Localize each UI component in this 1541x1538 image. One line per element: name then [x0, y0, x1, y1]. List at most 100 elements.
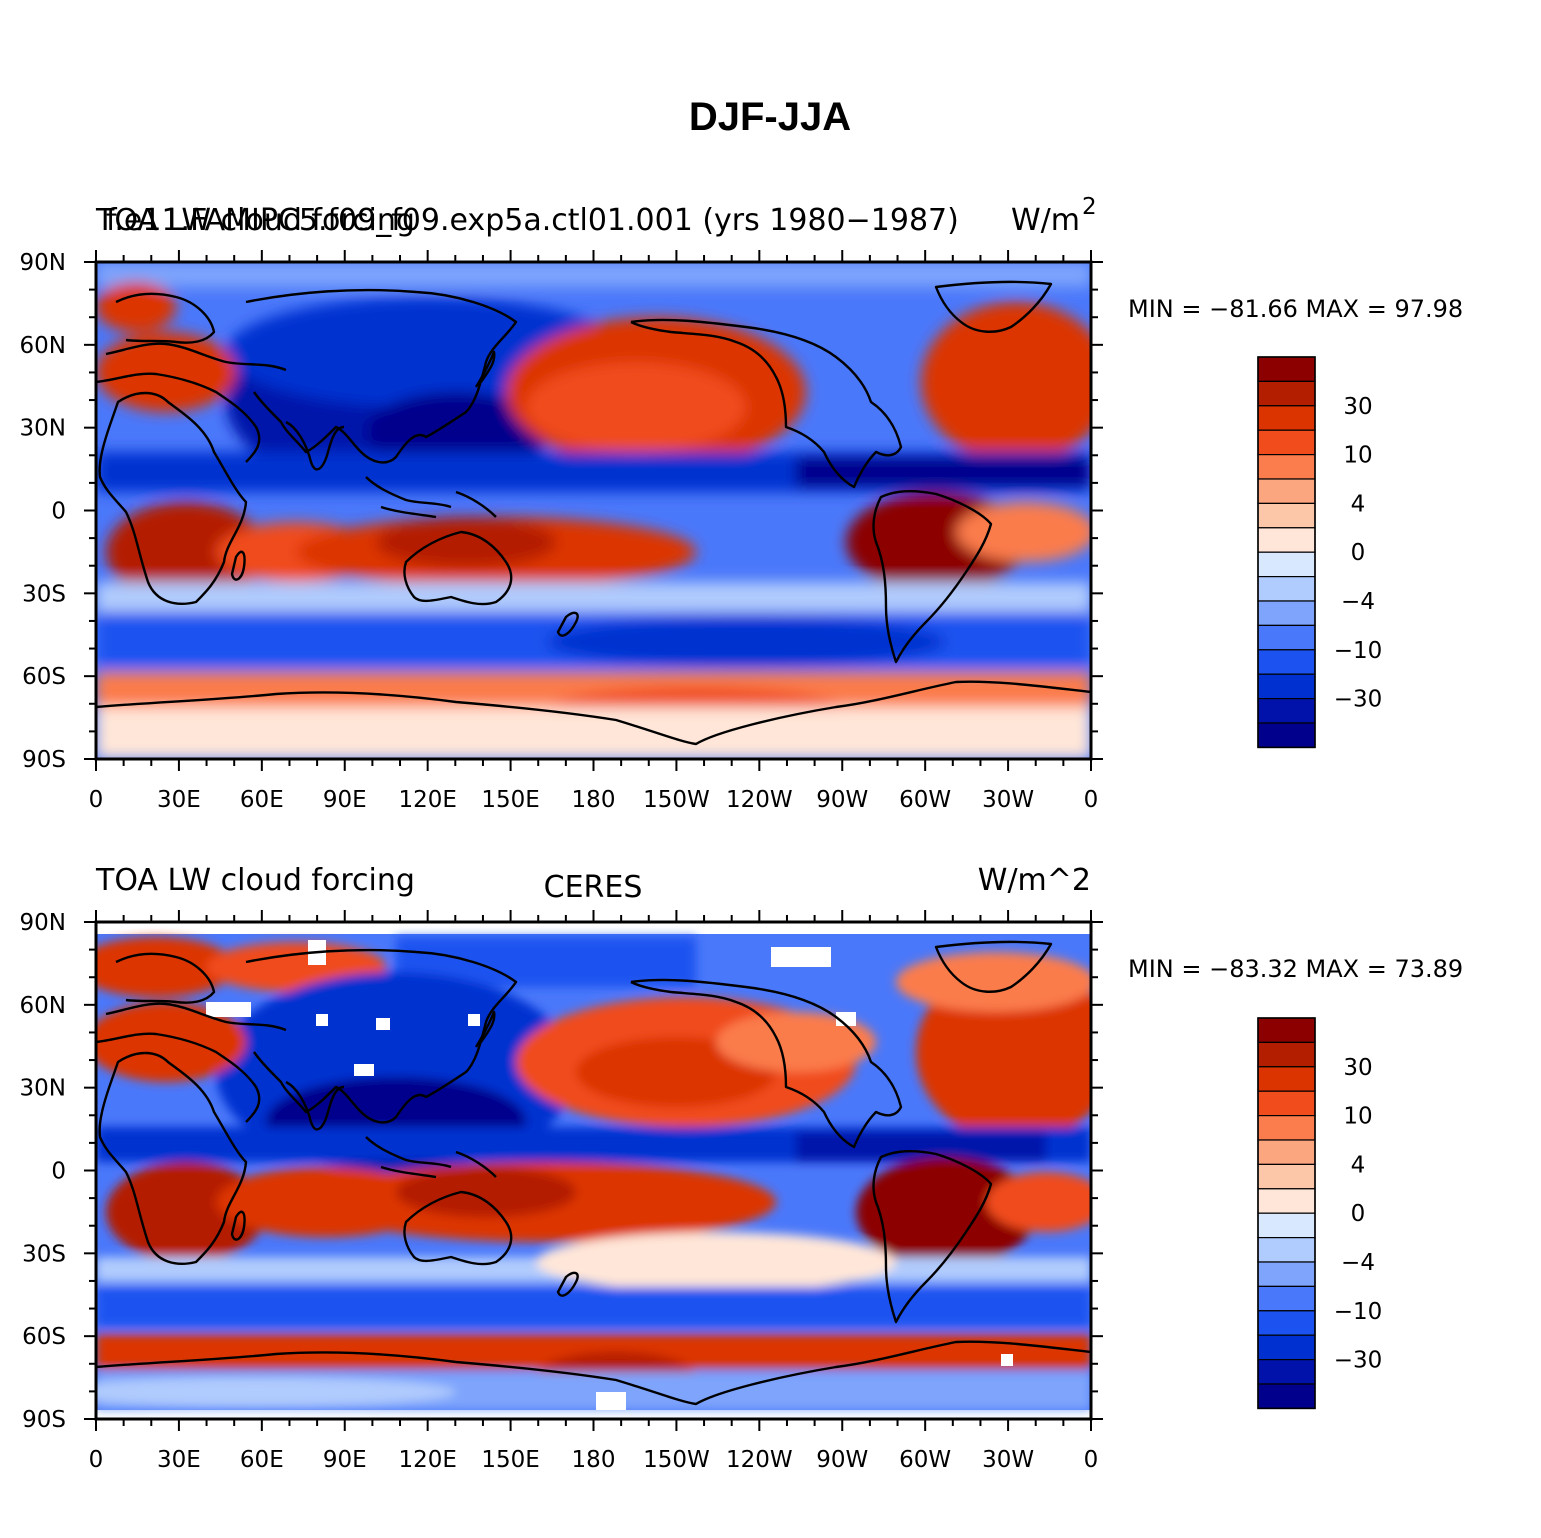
x-tick-label: 90E: [323, 787, 367, 813]
colorbar-label: 30: [1343, 394, 1372, 420]
y-tick-label: 90N: [20, 250, 66, 276]
panel1-units: W/m: [1011, 203, 1080, 238]
colorbar-label: 4: [1351, 491, 1366, 517]
colorbar-swatch: [1257, 1358, 1316, 1385]
colorbar-swatch: [1257, 1163, 1316, 1190]
x-tick-label: 30E: [157, 787, 201, 813]
x-tick-label: 150W: [643, 787, 710, 813]
colorbar-swatch: [1257, 1383, 1316, 1409]
colorbar-swatch: [1257, 575, 1316, 602]
colorbar-label: −10: [1334, 1299, 1383, 1325]
colorbar-swatch: [1257, 1066, 1316, 1092]
y-tick-label: 60S: [22, 1324, 66, 1350]
x-tick-label: 120W: [726, 787, 793, 813]
x-tick-label: 120E: [398, 1447, 456, 1473]
colorbar-swatch: [1257, 429, 1316, 456]
x-tick-label: 0: [89, 787, 104, 813]
x-tick-label: 90W: [816, 1447, 868, 1473]
colorbar-swatch: [1257, 1212, 1316, 1239]
panel-ceres: TOA LW cloud forcing CERES W/m^2: [20, 863, 1464, 1473]
colorbar-label: 10: [1343, 443, 1372, 469]
y-tick-label: 90N: [20, 910, 66, 936]
panel2-colorbar: 30 10 4 0 −4 −10 −30: [1257, 1017, 1383, 1410]
colorbar-label: 30: [1343, 1055, 1372, 1081]
panel1-ticks: [84, 250, 1103, 771]
x-tick-label: 90E: [323, 1447, 367, 1473]
colorbar-swatch: [1257, 1090, 1316, 1117]
colorbar-swatch: [1257, 649, 1316, 675]
colorbar-swatch: [1257, 1139, 1316, 1165]
x-tick-label: 0: [1084, 1447, 1099, 1473]
y-tick-label: 60N: [20, 333, 66, 359]
colorbar-swatch: [1257, 1334, 1316, 1361]
colorbar-swatch: [1257, 527, 1316, 553]
x-tick-label: 120E: [398, 787, 456, 813]
colorbar-swatch: [1257, 600, 1316, 626]
x-tick-label: 150E: [481, 1447, 539, 1473]
colorbar-swatch: [1257, 1017, 1316, 1043]
colorbar-swatch: [1257, 1236, 1316, 1263]
panel1-title-overlap-b: f.e11.FAMIPC5.f09_f09.exp5a.ctl01.001 (y…: [106, 203, 959, 238]
colorbar-frame: [1257, 1017, 1316, 1410]
colorbar-swatch: [1257, 722, 1316, 748]
panel2-units: W/m^2: [978, 863, 1091, 898]
x-tick-label: 180: [572, 1447, 616, 1473]
x-tick-label: 150E: [481, 787, 539, 813]
x-tick-label: 90W: [816, 787, 868, 813]
map-field-model: [96, 262, 1091, 759]
colorbar-swatch: [1257, 380, 1316, 407]
x-tick-label: 60E: [240, 1447, 284, 1473]
colorbar-label: −30: [1334, 687, 1383, 713]
x-tick-label: 180: [572, 787, 616, 813]
y-tick-label: 0: [51, 499, 66, 525]
colorbar-swatch: [1257, 1285, 1316, 1312]
panel2-ticks: [84, 910, 1103, 1431]
x-tick-label: 60W: [899, 1447, 951, 1473]
colorbar-label: 4: [1351, 1152, 1366, 1178]
panel1-colorbar: 30 10 4 0 −4 −10 −30: [1257, 356, 1383, 749]
colorbar-swatch: [1257, 1310, 1316, 1336]
x-tick-label: 120W: [726, 1447, 793, 1473]
y-tick-label: 90S: [22, 1407, 66, 1433]
x-tick-label: 30E: [157, 1447, 201, 1473]
colorbar-frame: [1257, 356, 1316, 749]
colorbar-swatch: [1257, 1114, 1316, 1141]
colorbar-label: 0: [1351, 540, 1366, 566]
panel1-title-overlap-a: TOA LW cloud forcing: [95, 203, 415, 238]
colorbar-swatch: [1257, 551, 1316, 578]
x-tick-label: 30W: [982, 1447, 1034, 1473]
map-field-ceres: [96, 922, 1091, 1419]
panel2-left-title: TOA LW cloud forcing: [95, 863, 415, 898]
colorbar-swatch: [1257, 454, 1316, 480]
y-tick-label: 90S: [22, 747, 66, 773]
x-tick-label: 60E: [240, 787, 284, 813]
colorbar-label: 0: [1351, 1201, 1366, 1227]
y-tick-label: 30N: [20, 416, 66, 442]
x-tick-label: 0: [89, 1447, 104, 1473]
panel1-x-tick-labels: 0 30E 60E 90E 120E 150E 180 150W 120W 90W 60W 30W 0: [89, 787, 1099, 813]
colorbar-swatch: [1257, 478, 1316, 504]
y-tick-label: 0: [51, 1159, 66, 1185]
colorbar-label: −30: [1334, 1348, 1383, 1374]
colorbar-swatch: [1257, 1041, 1316, 1068]
panel2-center-title: CERES: [544, 870, 643, 905]
y-tick-label: 30S: [22, 1241, 66, 1267]
colorbar-swatch: [1257, 673, 1316, 700]
y-tick-label: 30N: [20, 1076, 66, 1102]
colorbar-swatch: [1257, 356, 1316, 382]
colorbar-label: 10: [1343, 1104, 1372, 1130]
panel2-x-tick-labels: 0 30E 60E 90E 120E 150E 180 150W 120W 90W 60W 30W 0: [89, 1447, 1099, 1473]
y-tick-label: 60S: [22, 664, 66, 690]
colorbar-label: −4: [1341, 589, 1375, 615]
colorbar-swatch: [1257, 502, 1316, 529]
panel1-units-sup: 2: [1082, 194, 1097, 220]
x-tick-label: 150W: [643, 1447, 710, 1473]
panel2-stats: MIN = −83.32 MAX = 73.89: [1128, 955, 1463, 983]
x-tick-label: 30W: [982, 787, 1034, 813]
panel1-stats: MIN = −81.66 MAX = 97.98: [1128, 295, 1463, 323]
panel1-y-tick-labels: 90N 60N 30N 0 30S 60S 90S: [20, 250, 66, 773]
x-tick-label: 60W: [899, 787, 951, 813]
colorbar-swatch: [1257, 697, 1316, 724]
colorbar-swatch: [1257, 405, 1316, 431]
